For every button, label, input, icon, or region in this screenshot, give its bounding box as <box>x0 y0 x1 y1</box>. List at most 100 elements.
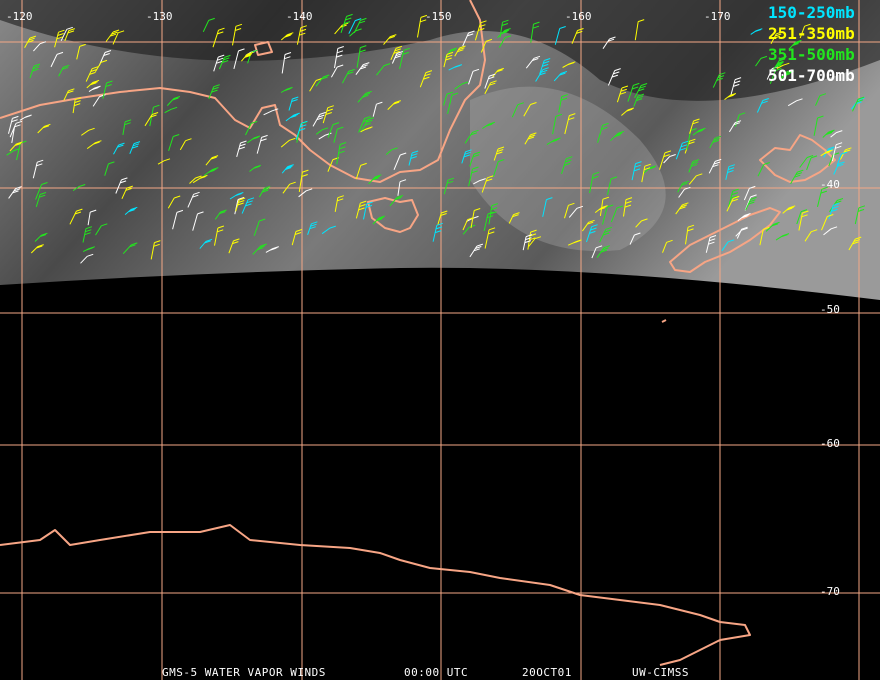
wind-barb <box>599 196 610 216</box>
wind-barb <box>568 205 584 218</box>
wind-barb <box>356 45 367 68</box>
wind-barb <box>166 96 181 106</box>
wind-barb <box>30 244 44 254</box>
wind-barb <box>8 186 22 199</box>
wind-barb <box>63 88 75 101</box>
wind-barb <box>688 173 703 185</box>
longitude-labels: -120 -130 -140 -150 -160 -170 <box>6 10 731 23</box>
wind-barb <box>705 235 717 253</box>
wind-barb <box>247 135 261 144</box>
wind-barb <box>104 161 115 176</box>
wind-barb <box>461 149 472 164</box>
wind-barb <box>50 51 64 68</box>
wind-barb <box>725 164 735 180</box>
wind-barb <box>391 51 403 64</box>
wind-barb <box>228 238 240 254</box>
wind-barb <box>87 209 97 226</box>
wind-barb <box>831 142 843 162</box>
wind-barb <box>708 158 722 174</box>
wind-barb <box>360 126 373 133</box>
wind-barb <box>417 14 428 38</box>
wind-barb <box>376 63 391 76</box>
longitude-label: -160 <box>565 10 592 23</box>
wind-barb <box>643 165 657 174</box>
wind-barb <box>817 186 828 208</box>
wind-barb <box>32 159 44 179</box>
footer-time: 00:00 UTC <box>404 666 468 679</box>
wind-barb <box>336 142 347 165</box>
wind-barb <box>121 185 133 200</box>
wind-barb <box>571 28 584 44</box>
wind-barb <box>144 112 159 127</box>
wind-barb <box>562 61 576 68</box>
wind-barb <box>734 112 746 127</box>
wind-barb <box>589 171 600 194</box>
footer-title: GMS-5 WATER VAPOR WINDS <box>162 666 326 679</box>
wind-barb <box>770 31 783 44</box>
wind-barb <box>288 96 299 111</box>
wind-barb <box>581 219 595 232</box>
wind-barb <box>735 227 748 237</box>
wind-barb <box>473 178 486 185</box>
wind-barb <box>799 155 814 168</box>
wind-barb <box>631 161 642 181</box>
wind-barb <box>34 232 48 242</box>
wind-barb <box>256 134 268 154</box>
wind-barb <box>213 54 225 72</box>
wind-barb <box>355 200 367 219</box>
wind-barb <box>35 192 47 208</box>
wind-barb <box>493 146 505 161</box>
wind-barb <box>830 130 843 138</box>
wind-barb <box>280 137 296 148</box>
wind-barb <box>447 92 459 115</box>
wind-barb <box>685 224 695 245</box>
wind-barb <box>35 182 48 200</box>
legend-entry: 251-350mb <box>768 24 855 43</box>
wind-barb <box>285 112 300 122</box>
footer-date: 20OCT01 <box>522 666 572 679</box>
wind-barb <box>64 28 75 42</box>
wind-barb <box>591 245 603 259</box>
wind-barb <box>389 195 404 207</box>
legend: 150-250mb 251-350mb 351-500mb 501-700mb <box>768 3 855 85</box>
wind-barb <box>564 113 576 135</box>
wind-barb <box>236 140 247 158</box>
latitude-label: -60 <box>820 437 840 450</box>
wind-barb <box>724 93 737 100</box>
wind-barb <box>470 208 481 229</box>
wind-barb <box>387 100 401 110</box>
wind-barb <box>806 155 818 171</box>
longitude-label: -170 <box>704 10 731 23</box>
wind-barb <box>393 152 407 170</box>
wind-barb <box>86 140 102 150</box>
wind-barb <box>799 23 811 39</box>
wind-barb <box>692 127 706 136</box>
wind-barb <box>712 72 726 88</box>
wind-barb <box>567 239 582 246</box>
wind-barb <box>309 78 323 92</box>
wind-barb <box>743 185 756 201</box>
longitude-label: -130 <box>146 10 173 23</box>
longitude-label: -120 <box>6 10 33 23</box>
wind-barb <box>623 197 633 217</box>
legend-entry: 351-500mb <box>768 45 855 64</box>
wind-barb <box>8 115 19 134</box>
wind-barb <box>86 79 100 89</box>
wind-barb <box>836 151 848 166</box>
wind-barb <box>253 218 266 236</box>
wind-barb <box>322 105 334 124</box>
wind-barb <box>621 107 634 116</box>
wind-barb <box>245 120 258 136</box>
island <box>254 41 273 56</box>
wind-barb <box>408 150 419 166</box>
wind-barb <box>525 55 541 69</box>
wind-barb <box>462 30 475 47</box>
wind-barb <box>29 63 41 78</box>
wind-barb <box>688 159 700 173</box>
wind-barb <box>822 129 835 138</box>
wind-barb <box>179 138 192 151</box>
wind-barb <box>37 123 51 134</box>
wind-barb <box>333 126 344 143</box>
wind-barb <box>745 196 757 211</box>
